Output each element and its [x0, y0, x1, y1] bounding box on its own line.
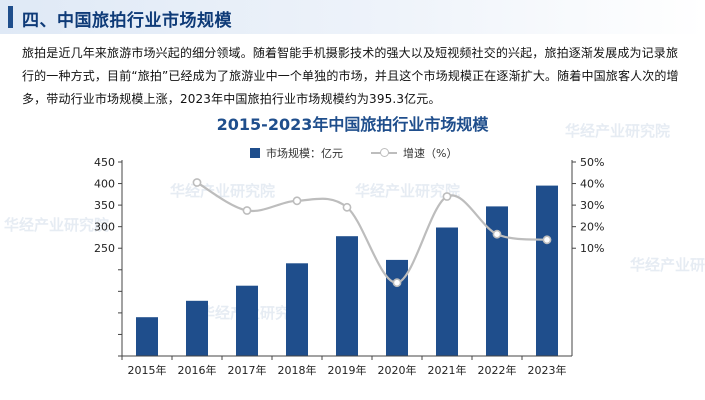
watermark-text: 华经产业研究院: [4, 216, 109, 234]
left-axis-tick-label: 250: [94, 242, 115, 255]
section-header-band: [0, 0, 705, 34]
x-axis-tick-label: 2018年: [278, 363, 317, 377]
bar-2017年: [236, 285, 258, 356]
left-axis-tick-label: 350: [94, 199, 115, 212]
growth-point-2017年: [242, 206, 252, 215]
legend-bar-swatch: [250, 148, 260, 158]
left-axis-tick-label: 300: [94, 221, 115, 234]
growth-point-2018年: [292, 196, 302, 206]
legend-label-growth: 增速（%）: [403, 147, 458, 160]
intro-paragraph: 旅拍是近几年来旅游市场兴起的细分领域。随着智能手机摄影技术的强大以及短视频社交的…: [22, 46, 679, 106]
watermark-layer: 华经产业研究院华经产业研究院华经产业研究院华经产业研究院华经产业研究院华经产业研…: [4, 122, 705, 322]
axes: 250 300 350 400 450 10% 20% 30% 40% 50% 2015年 2016年…: [94, 156, 604, 377]
right-axis-tick-label: 30%: [580, 199, 604, 212]
x-axis-tick-label: 2017年: [228, 363, 267, 377]
growth-point-2021年: [442, 192, 452, 201]
section-title: 四、中国旅拍行业市场规模: [22, 11, 232, 31]
right-axis-tick-label: 50%: [580, 156, 604, 169]
watermark-text: 华经产业研究院: [170, 182, 275, 200]
legend-item-market-size: 市场规模：亿元: [250, 145, 343, 161]
x-axis-tick-label: 2020年: [378, 363, 417, 377]
chart-legend: 市场规模：亿元 增速（%）: [250, 146, 485, 160]
growth-point-2019年: [342, 202, 352, 212]
x-axis-tick-label: 2021年: [428, 363, 467, 377]
growth-point-2022年: [492, 229, 502, 239]
watermark-text: 华经产业研究院: [355, 182, 460, 200]
bar-series: [136, 185, 558, 356]
watermark-text: 华经产业研究院: [630, 256, 705, 274]
growth-line: [196, 181, 548, 284]
legend-line-swatch: [371, 148, 397, 158]
growth-point-2020年: [392, 278, 402, 288]
growth-line-series: [192, 178, 552, 288]
bar-2019年: [336, 236, 358, 356]
growth-point-2016年: [192, 178, 202, 187]
x-axis-tick-label: 2023年: [528, 363, 567, 377]
bar-2022年: [486, 206, 508, 356]
bar-2016年: [186, 300, 208, 356]
x-axis-tick-label: 2022年: [478, 363, 517, 377]
legend-item-growth: 增速（%）: [371, 145, 457, 161]
right-axis-tick-label: 40%: [580, 178, 604, 191]
bar-2015年: [136, 317, 158, 356]
section-header-accent: [8, 6, 13, 28]
bar-2020年: [386, 259, 408, 356]
right-axis-tick-label: 20%: [580, 221, 604, 234]
growth-point-2023年: [542, 235, 552, 245]
x-axis-tick-label: 2016年: [178, 363, 217, 377]
x-axis-tick-label: 2019年: [328, 363, 367, 377]
watermark-text: 华经产业研究院: [565, 122, 670, 140]
left-axis-tick-label: 400: [94, 178, 115, 191]
legend-label-market-size: 市场规模：亿元: [266, 147, 343, 160]
left-axis-tick-label: 450: [94, 156, 115, 169]
right-axis-tick-label: 10%: [580, 242, 604, 255]
bar-2023年: [536, 185, 558, 356]
bar-2018年: [286, 263, 308, 356]
x-axis-tick-label: 2015年: [128, 363, 167, 377]
chart-title: 2015-2023年中国旅拍行业市场规模: [216, 115, 489, 134]
bar-2021年: [436, 227, 458, 356]
